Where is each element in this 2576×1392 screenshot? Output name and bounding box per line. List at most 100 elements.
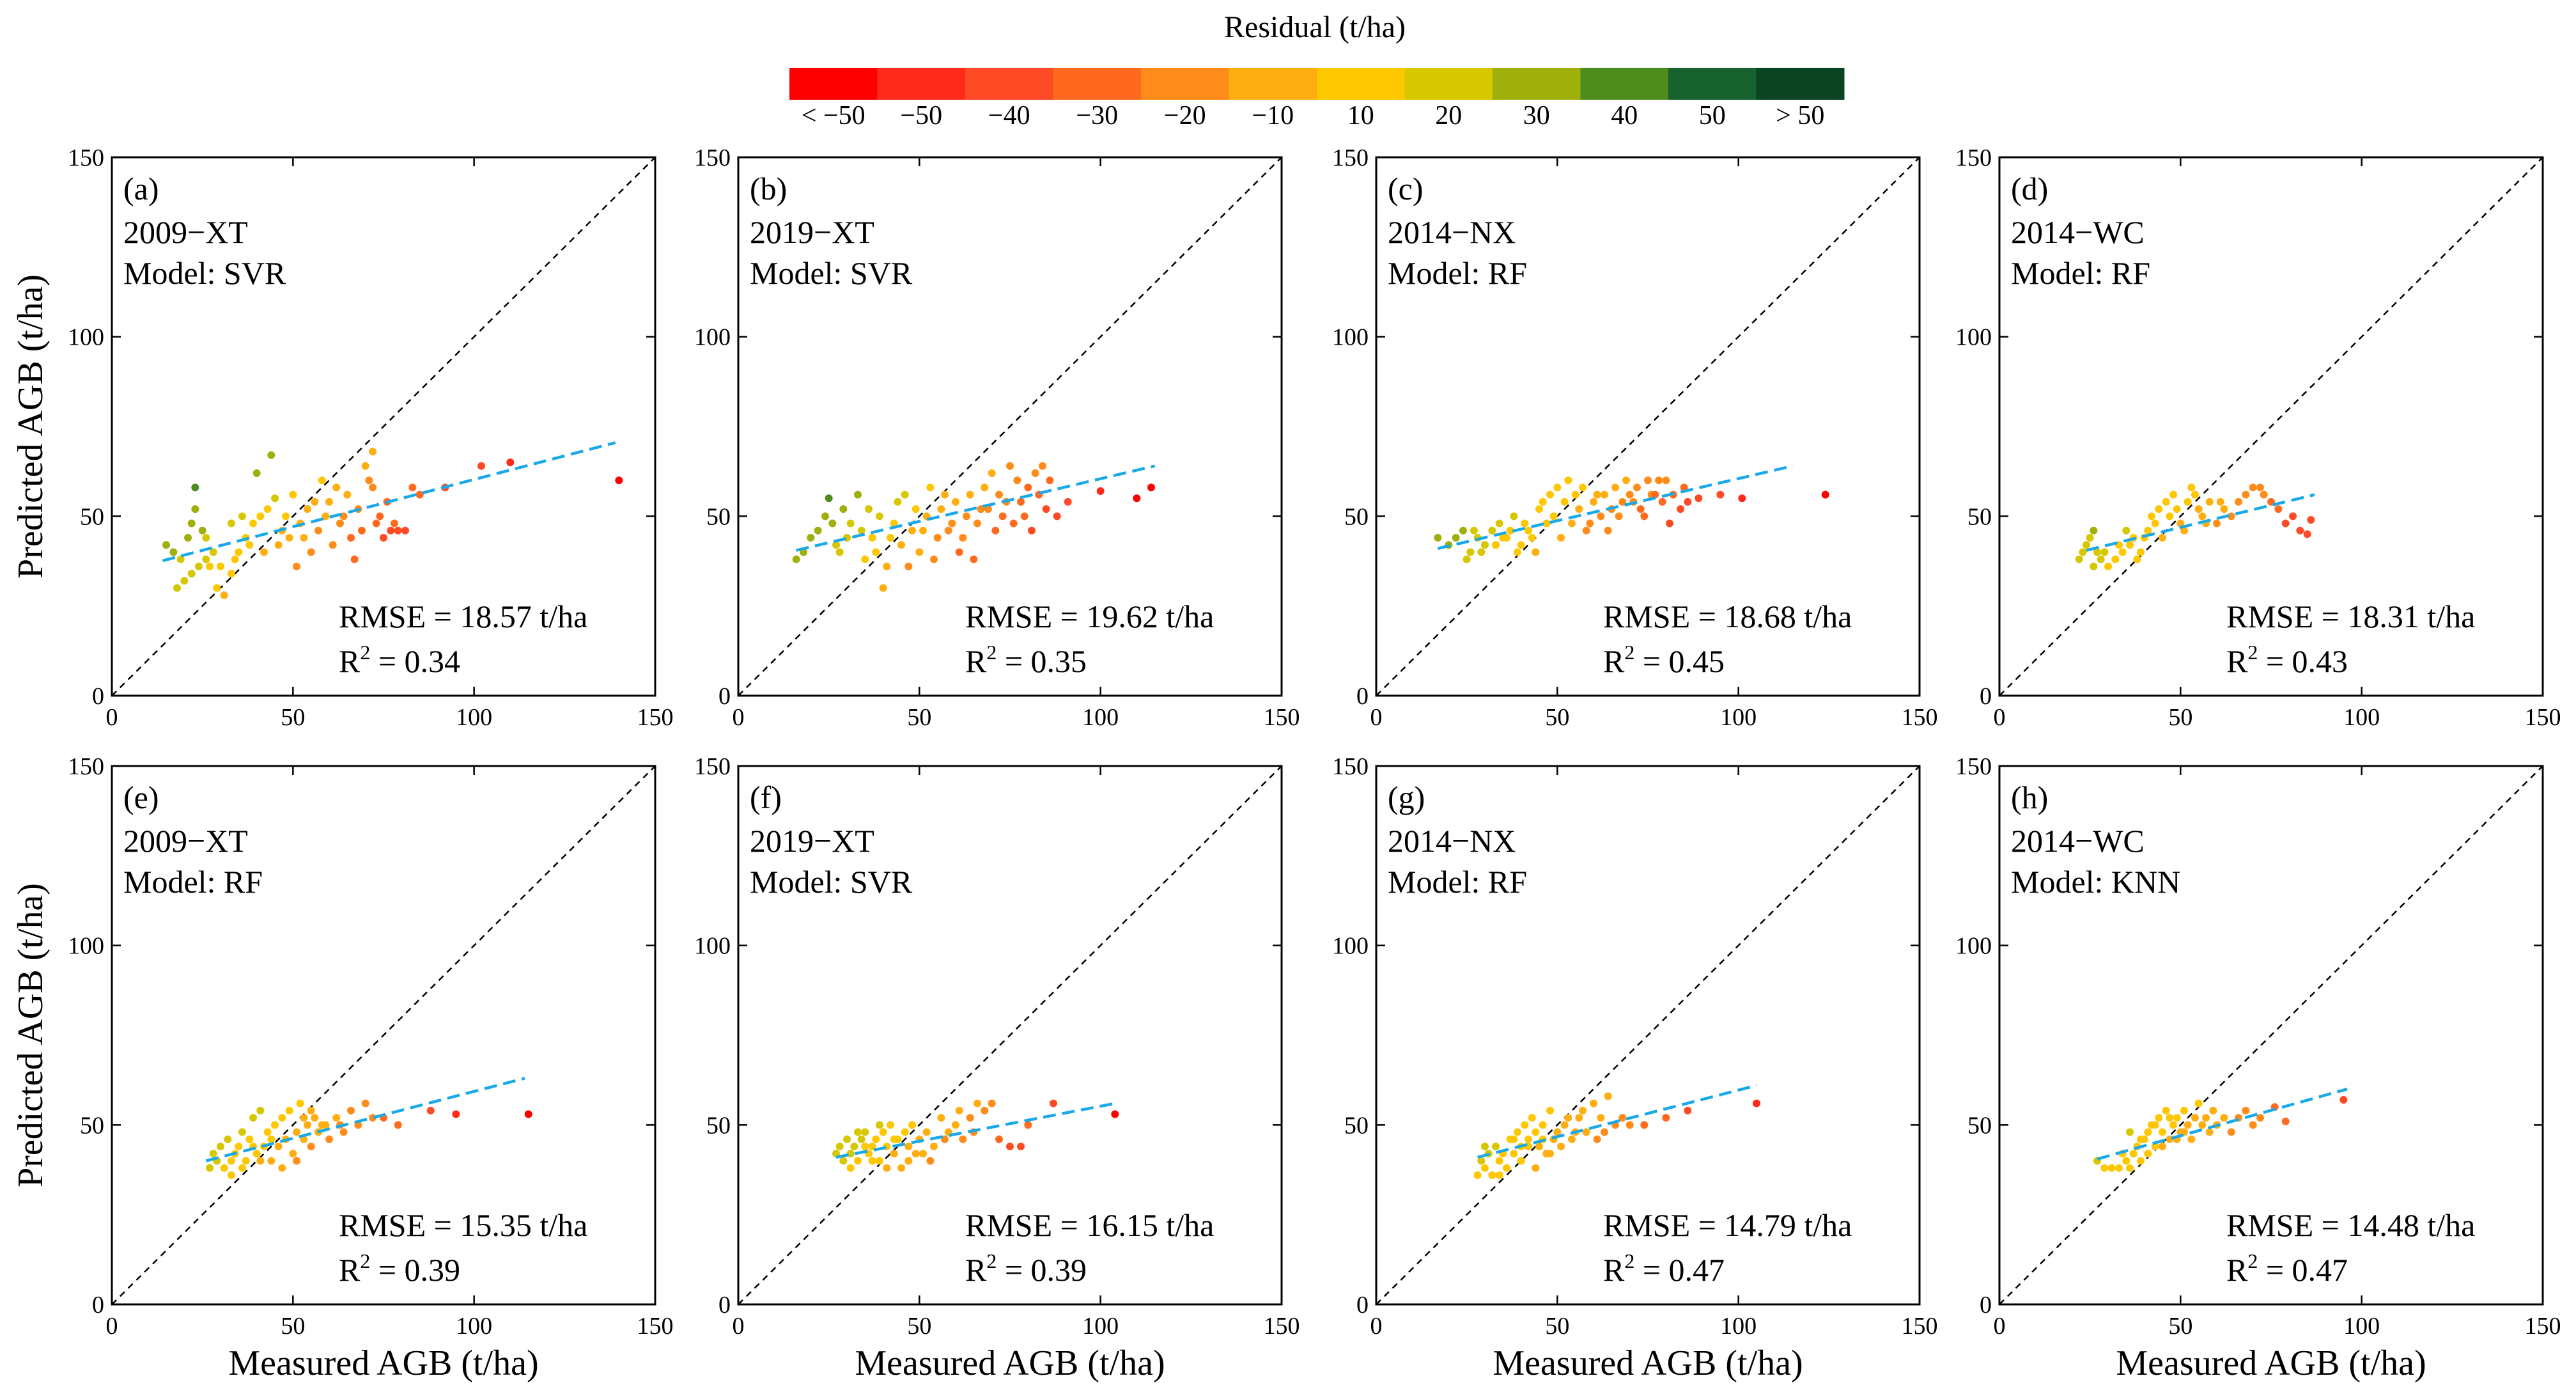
data-point [358,526,366,535]
colorbar-label: < −50 [802,101,865,130]
data-point [452,1110,460,1118]
data-point [1521,519,1529,528]
data-point [1020,512,1028,520]
y-tick-label: 150 [1332,145,1369,171]
data-point [1039,462,1046,470]
data-point [2180,526,2188,535]
data-point [311,497,319,506]
data-point [1636,505,1645,513]
data-point [2148,512,2155,520]
data-point [1017,1143,1025,1151]
data-point [1492,541,1500,549]
data-point [843,1135,851,1143]
plot-frame [111,156,656,697]
data-point [2242,1106,2250,1114]
data-point [1535,505,1543,513]
data-point [1517,541,1525,549]
data-point [2191,490,2199,499]
data-point [1553,483,1562,492]
panel-model-label: Model: SVR [750,255,913,291]
data-point [966,490,974,499]
y-tick-label: 50 [1344,503,1369,530]
data-point [238,1128,246,1136]
data-point [1677,505,1684,513]
x-tick-label: 50 [281,704,305,731]
y-tick-label: 100 [1955,933,1992,960]
data-point [2079,548,2087,556]
data-point [1517,1157,1525,1165]
data-point [231,555,239,563]
data-point [318,476,326,485]
data-point [1662,1114,1670,1122]
data-point [1503,1164,1510,1172]
data-point [974,1099,981,1107]
data-point [1640,1121,1649,1129]
data-point [263,1128,272,1136]
data-point [2093,548,2101,556]
data-point [506,458,515,467]
data-point [872,548,880,556]
data-point [2235,497,2242,506]
r2-symbol: R [1603,1252,1625,1288]
y-tick-label: 150 [68,145,104,171]
data-point [1597,1114,1605,1122]
data-point [256,512,265,520]
data-point [1477,548,1486,556]
data-point [1575,505,1583,513]
colorbar-swatch [1141,68,1229,100]
data-point [1564,1114,1572,1122]
data-point [883,1164,891,1172]
one-to-one-line [738,766,1282,1304]
x-tick-label: 50 [281,1313,305,1340]
data-point [1506,526,1514,535]
data-point [865,505,873,513]
data-point [890,519,898,528]
data-point [2220,1114,2228,1122]
x-tick-label: 0 [106,1313,118,1340]
data-point [339,1128,348,1136]
data-point [365,476,373,485]
panel-dataset-title: 2009−XT [123,823,248,859]
x-tick-label: 150 [1264,1313,1300,1340]
scatter-panel: 00 50 50 100 100 150 150 (a) 2009−XT Model: SVR RM… [68,145,674,731]
colorbar-swatches [789,68,1845,100]
rmse-label: RMSE = 18.57 t/ha [339,598,587,634]
data-point [1557,1143,1565,1151]
data-point [1434,534,1442,542]
data-point [1470,526,1478,535]
data-point [169,548,178,556]
data-point [293,1157,300,1165]
regression-fit-line [1437,464,1794,551]
x-tick-label: 0 [1370,704,1383,731]
colorbar-labels: < −50 −50 −40 −30 −20 −10 10 20 30 40 50 > 50 [802,101,1825,130]
data-point [347,1106,355,1114]
data-point [857,526,865,535]
rmse-label: RMSE = 19.62 t/ha [965,598,1214,634]
data-point [2180,1106,2188,1114]
data-point [919,1150,927,1158]
data-point [959,1135,967,1143]
data-point [2184,497,2192,506]
r2-value: = 0.39 [370,1252,460,1288]
scatter-panel: 00 50 50 100 100 150 150 (e) 2009−XT Model: RF RMS… [68,753,674,1340]
data-point [408,483,417,492]
scatter-panel: 00 50 50 100 100 150 150 (g) 2014−NX Model: RF RMS… [1332,753,1938,1340]
data-point [343,490,352,499]
data-point [361,462,369,470]
data-point [1560,497,1569,506]
data-point [322,1121,330,1129]
data-point [1633,483,1641,492]
data-point [274,541,283,549]
data-point [2184,1121,2192,1129]
data-point [1488,1171,1496,1179]
data-point [1053,512,1061,520]
panel-model-label: Model: RF [1388,255,1527,291]
data-point [2281,1117,2290,1125]
data-point [1473,1171,1482,1179]
data-point [977,505,985,513]
one-to-one-line [1376,157,1920,696]
data-point [1695,494,1703,503]
regression-fit-line [796,464,1156,552]
data-point [876,1121,883,1129]
data-point [2090,562,2098,570]
